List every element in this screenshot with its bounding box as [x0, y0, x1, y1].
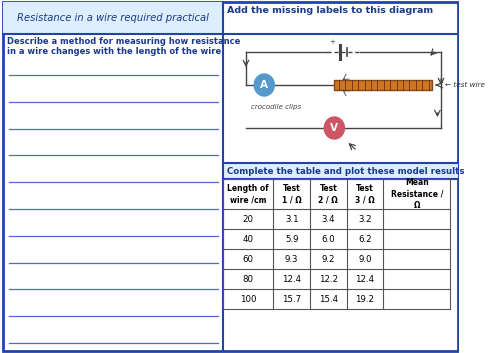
Text: 9.2: 9.2 [322, 255, 335, 263]
Text: ← test wire: ← test wire [444, 82, 484, 88]
Text: 60: 60 [242, 255, 254, 263]
Text: Mean
Resistance /
Ω: Mean Resistance / Ω [390, 178, 443, 210]
Text: 100: 100 [240, 294, 256, 304]
Text: Complete the table and plot these model results: Complete the table and plot these model … [226, 167, 464, 175]
Text: 12.4: 12.4 [282, 275, 302, 283]
Bar [334, 80, 432, 90]
Text: 20: 20 [242, 215, 254, 223]
Text: Resistance in a wire required practical: Resistance in a wire required practical [17, 13, 209, 23]
Text: 19.2: 19.2 [356, 294, 374, 304]
Text: Test
2 / Ω: Test 2 / Ω [318, 184, 338, 204]
Text: Test
3 / Ω: Test 3 / Ω [355, 184, 375, 204]
Text: 15.4: 15.4 [319, 294, 338, 304]
Text: 12.4: 12.4 [356, 275, 374, 283]
Text: Describe a method for measuring how resistance
in a wire changes with the length: Describe a method for measuring how resi… [7, 37, 240, 56]
Text: Add the missing labels to this diagram: Add the missing labels to this diagram [226, 6, 433, 15]
Text: 5.9: 5.9 [285, 234, 298, 244]
Circle shape [254, 74, 274, 96]
Text: 40: 40 [242, 234, 254, 244]
Text: 9.3: 9.3 [285, 255, 298, 263]
Text: 9.0: 9.0 [358, 255, 372, 263]
Bar [3, 2, 223, 34]
Text: 15.7: 15.7 [282, 294, 302, 304]
Bar [223, 163, 458, 179]
Text: 6.0: 6.0 [322, 234, 335, 244]
Text: Test
1 / Ω: Test 1 / Ω [282, 184, 302, 204]
Text: 6.2: 6.2 [358, 234, 372, 244]
Text: +: + [330, 39, 336, 45]
Text: V: V [330, 123, 338, 133]
Text: 80: 80 [242, 275, 254, 283]
Text: A: A [260, 80, 268, 90]
Text: 3.1: 3.1 [285, 215, 298, 223]
Text: Length of
wire /cm: Length of wire /cm [228, 184, 269, 204]
Text: crocodile clips: crocodile clips [250, 104, 300, 110]
Circle shape [324, 117, 344, 139]
Text: 3.2: 3.2 [358, 215, 372, 223]
Text: 3.4: 3.4 [322, 215, 335, 223]
Text: 12.2: 12.2 [319, 275, 338, 283]
